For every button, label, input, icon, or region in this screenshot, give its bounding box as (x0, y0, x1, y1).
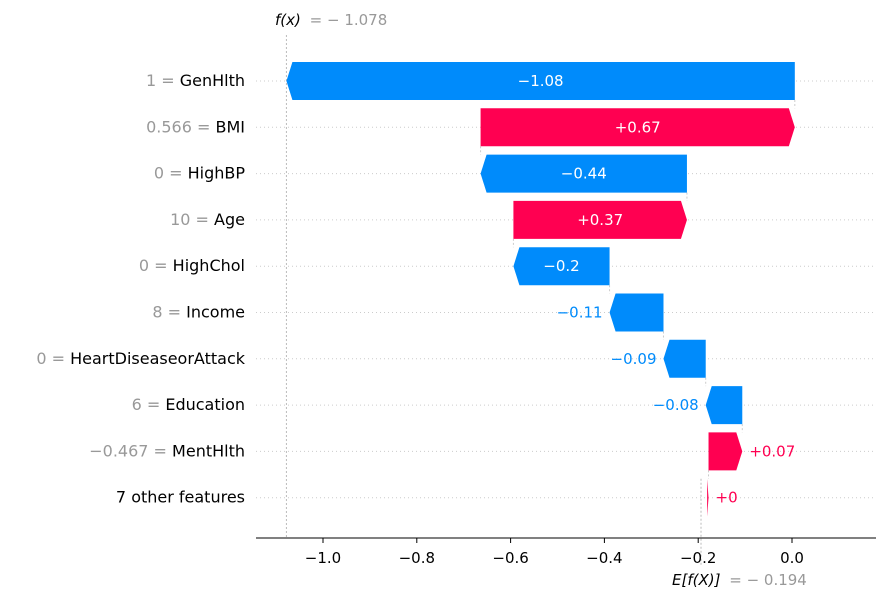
bar-value-label: −0.11 (557, 304, 603, 322)
waterfall-bar (286, 62, 795, 100)
feature-label: 6 = Education (132, 395, 245, 414)
feature-label: 0.566 = BMI (146, 117, 245, 136)
bars (286, 62, 795, 517)
feature-value: −0.467 = (89, 441, 172, 460)
feature-labels: 1 = GenHlth −1.08 0.566 = BMI +0.67 0 = High… (36, 71, 795, 507)
waterfall-bar (609, 293, 664, 332)
feature-name: Education (165, 395, 245, 414)
efx-annotation: E[f(X)] = − 0.194 (672, 571, 807, 589)
feature-value: 0 = (36, 349, 70, 368)
bar-value-label: +0.07 (749, 442, 795, 460)
bar-value-label: −0.08 (653, 396, 699, 414)
efx-value: = − 0.194 (729, 571, 807, 589)
feature-name: HighChol (173, 256, 245, 275)
bar-value-label: +0 (716, 489, 738, 507)
feature-label: 0 = HighChol (139, 256, 245, 275)
feature-name: MentHlth (172, 441, 245, 460)
waterfall-bar (705, 386, 743, 425)
feature-label: 10 = Age (170, 210, 245, 229)
waterfall-bar (480, 108, 795, 147)
feature-label: 0 = HighBP (154, 164, 246, 183)
feature-value: 0.566 = (146, 117, 215, 136)
waterfall-bar (663, 339, 706, 378)
feature-name: HeartDiseaseorAttack (70, 349, 246, 368)
feature-value: 10 = (170, 210, 214, 229)
fx-annotation: f(x) = − 1.078 (275, 11, 387, 29)
x-tick-label: −0.8 (399, 549, 435, 567)
feature-name: Income (186, 303, 245, 322)
feature-name: HighBP (188, 164, 246, 183)
x-axis: −1.0 −0.8 −0.6 −0.4 −0.2 0.0 (256, 537, 876, 567)
feature-label: 7 other features (116, 488, 245, 507)
feature-name: Age (214, 210, 245, 229)
feature-value: 6 = (132, 395, 166, 414)
feature-value: 1 = (146, 71, 180, 90)
bar-value-label: +0.67 (615, 118, 661, 136)
feature-value: 8 = (152, 303, 186, 322)
bar-value-label: −1.08 (518, 72, 564, 90)
feature-name: BMI (216, 117, 246, 136)
fx-value: = − 1.078 (310, 11, 388, 29)
waterfall-bar (708, 432, 743, 471)
feature-value: 0 = (154, 164, 188, 183)
feature-name: GenHlth (180, 71, 245, 90)
bar-value-label: −0.44 (561, 165, 607, 183)
x-tick-label: −0.6 (492, 549, 528, 567)
feature-label: 8 = Income (152, 303, 245, 322)
waterfall-bar (480, 154, 687, 193)
bar-value-label: −0.2 (543, 257, 579, 275)
feature-label: 1 = GenHlth (146, 71, 245, 90)
feature-label: −0.467 = MentHlth (89, 441, 245, 460)
fx-label: f(x) (275, 11, 301, 29)
bar-value-label: +0.37 (577, 211, 623, 229)
feature-name: 7 other features (116, 488, 245, 507)
bar-value-label: −0.09 (611, 350, 657, 368)
waterfall-bar (707, 478, 709, 517)
x-tick-label: −1.0 (305, 549, 341, 567)
x-tick-label: −0.4 (586, 549, 622, 567)
reference-lines (285, 35, 796, 566)
feature-value: 0 = (139, 256, 173, 275)
waterfall-bar (513, 200, 687, 239)
feature-label: 0 = HeartDiseaseorAttack (36, 349, 245, 368)
waterfall-bar (513, 247, 610, 286)
efx-label: E[f(X)] (672, 571, 721, 589)
x-tick-label: −0.2 (680, 549, 716, 567)
x-tick-label: 0.0 (780, 549, 804, 567)
